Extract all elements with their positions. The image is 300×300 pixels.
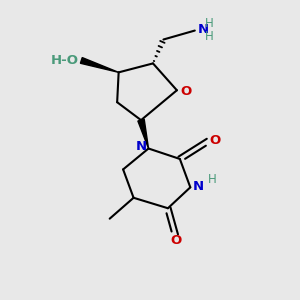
Polygon shape <box>138 119 148 148</box>
Polygon shape <box>80 58 118 72</box>
Text: N: N <box>193 180 204 193</box>
Text: H: H <box>208 173 217 186</box>
Text: H-O: H-O <box>50 54 78 67</box>
Text: O: O <box>209 134 220 147</box>
Text: O: O <box>171 234 182 247</box>
Text: H: H <box>205 16 214 30</box>
Text: H: H <box>205 30 214 43</box>
Text: N: N <box>198 22 209 36</box>
Text: O: O <box>180 85 191 98</box>
Text: N: N <box>136 140 147 153</box>
